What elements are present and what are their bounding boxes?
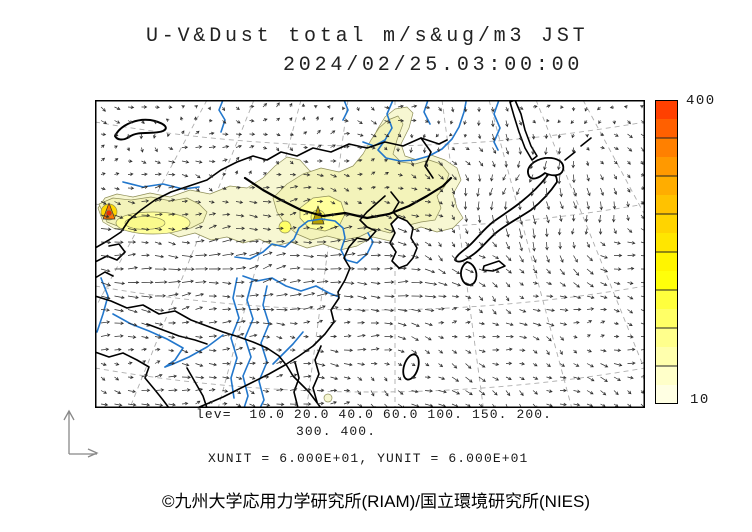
figure-title-datetime: 2024/02/25.03:00:00 <box>283 54 584 77</box>
map-frame <box>95 100 645 408</box>
border-indochina-2 <box>293 361 300 408</box>
river-amur <box>377 100 467 162</box>
contour-levels-line2: 300. 400. <box>296 424 377 439</box>
river-tarim <box>122 181 200 190</box>
river-pearl <box>272 331 304 365</box>
axes-origin-icon <box>63 409 99 458</box>
rivers <box>96 100 501 408</box>
river-indus <box>96 277 109 333</box>
kuril-islands <box>564 137 592 161</box>
border-ne-china <box>420 137 434 179</box>
coast-myanmar <box>186 367 208 408</box>
grid-units-label: XUNIT = 6.000E+01, YUNIT = 6.000E+01 <box>208 451 529 466</box>
dust-spot-south <box>323 393 333 403</box>
colorbar-min-label: 10 <box>690 392 710 408</box>
river-brahmaputra <box>164 334 224 368</box>
border-north <box>95 137 448 249</box>
korea-peninsula <box>389 216 418 269</box>
river-salween <box>242 280 254 408</box>
copyright-label: ©九州大学応用力学研究所(RIAM)/国立環境研究所(NIES) <box>161 492 591 511</box>
river-ussuri <box>493 100 501 151</box>
border-mongolia-china <box>243 176 453 220</box>
colorbar-scale <box>655 100 678 404</box>
border-yalu <box>390 191 402 221</box>
border-indochina-1 <box>312 345 322 403</box>
wind-arrows <box>100 102 645 408</box>
river-yangtze <box>242 275 340 298</box>
japan-shikoku <box>482 260 506 272</box>
map-canvas <box>95 100 645 408</box>
wind-vector-field <box>100 102 645 408</box>
taiwan-island <box>402 353 420 381</box>
dust-contour-60-west <box>124 216 166 230</box>
contour-levels-line1: lev= 10.0 20.0 40.0 60.0 100. 150. 200. <box>196 407 553 422</box>
figure-title-line1: U-V&Dust total m/s&ug/m3 JST <box>146 25 589 48</box>
coast-india <box>95 351 170 408</box>
dust-spot-small <box>278 220 292 234</box>
sakhalin-island <box>509 100 538 161</box>
river-mekong <box>258 285 270 408</box>
colorbar-max-label: 400 <box>686 93 716 109</box>
border-nepal <box>146 323 208 345</box>
river-yellow <box>234 218 374 264</box>
border-himalaya <box>95 295 322 408</box>
river-irrawaddy <box>230 277 240 399</box>
lake-balkhash <box>114 118 167 141</box>
